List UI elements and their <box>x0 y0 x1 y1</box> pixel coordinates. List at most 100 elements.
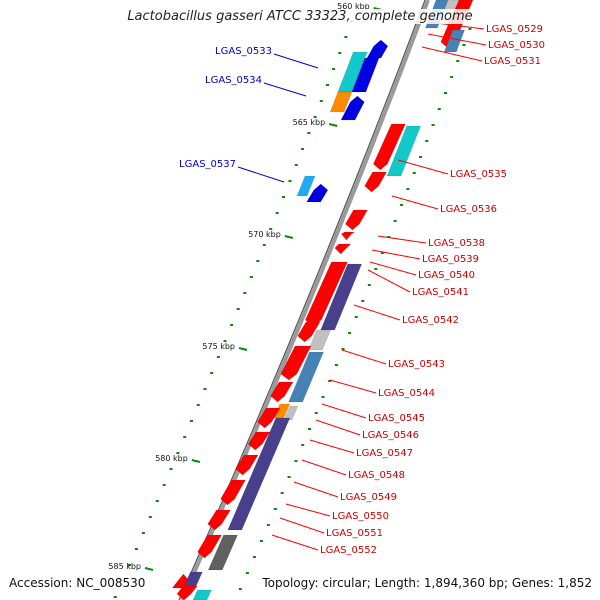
gc-dot <box>341 348 345 350</box>
gene-label: LGAS_0529 <box>486 24 543 35</box>
gc-dot <box>344 36 348 38</box>
tick-mark <box>328 123 338 127</box>
gc-dot <box>354 316 358 318</box>
gc-dot <box>162 484 166 486</box>
gc-dot <box>190 420 193 422</box>
gene-label: LGAS_0542 <box>402 315 459 326</box>
topology-text: Topology: circular; Length: 1,894,360 bp… <box>262 576 592 590</box>
gc-dot <box>307 132 311 134</box>
gc-dot <box>374 268 378 270</box>
gene-feature <box>192 589 212 600</box>
gene-labels-layer: LGAS_0529 LGAS_0530 LGAS_0531 LGAS_0535 LGAS… <box>179 21 545 556</box>
gc-dot <box>301 148 305 150</box>
gc-dot <box>348 332 352 334</box>
gc-dot <box>462 44 466 46</box>
gc-dot <box>210 372 214 374</box>
gc-dot <box>308 428 311 430</box>
gene-feature <box>366 39 389 59</box>
gc-dot <box>203 388 207 390</box>
gc-dot <box>419 156 423 158</box>
gc-dot <box>325 84 329 86</box>
gene-feature <box>283 405 299 421</box>
gc-dot <box>230 324 234 326</box>
gc-dot <box>294 164 298 166</box>
gene-feature <box>386 125 422 177</box>
gene-label: LGAS_0551 <box>326 528 383 539</box>
leader-line <box>391 195 439 210</box>
leader-line <box>421 46 483 62</box>
gc-dot <box>313 116 317 118</box>
gene-label: LGAS_0534 <box>205 75 262 86</box>
leader-line <box>315 419 361 436</box>
gene-feature <box>247 431 271 451</box>
gc-dot <box>412 172 416 174</box>
gc-dot <box>148 516 152 518</box>
gene-label: LGAS_0547 <box>356 448 413 459</box>
leader-line <box>301 459 347 476</box>
gene-feature <box>351 57 380 93</box>
leader-line <box>341 349 387 365</box>
gc-dot <box>437 108 441 110</box>
gc-dot <box>169 468 173 470</box>
gc-dot <box>252 556 256 558</box>
gc-dot <box>314 412 318 414</box>
gene-label: LGAS_0541 <box>412 287 469 298</box>
gene-feature <box>288 351 324 403</box>
tick-label: 565 kbp <box>293 118 326 127</box>
gc-dot <box>262 244 266 246</box>
gene-feature <box>207 534 238 571</box>
tick-label: 580 kbp <box>155 454 188 463</box>
gene-feature <box>227 417 291 531</box>
leader-line <box>367 269 411 293</box>
gene-label: LGAS_0548 <box>348 470 405 481</box>
gc-dot <box>361 300 365 302</box>
gc-dot <box>113 596 117 598</box>
gene-feature <box>296 175 316 197</box>
gc-dot <box>236 308 240 310</box>
gc-dot <box>243 292 247 294</box>
gene-feature <box>373 123 406 171</box>
leader-line <box>353 304 401 321</box>
gene-label: LGAS_0538 <box>428 238 485 249</box>
leader-line <box>293 481 339 498</box>
leader-line <box>285 503 331 517</box>
gene-features-layer <box>171 0 474 600</box>
gc-dot <box>468 28 472 30</box>
leader-line <box>321 403 367 419</box>
gene-feature <box>176 585 198 600</box>
gc-dot <box>287 476 291 478</box>
gc-dot <box>431 124 435 126</box>
gc-dot <box>249 276 253 278</box>
leader-line <box>371 249 421 260</box>
gene-feature <box>207 509 231 531</box>
gc-dot <box>332 68 336 70</box>
gc-dot <box>319 100 323 102</box>
gc-dot <box>183 436 187 438</box>
gc-dot <box>245 572 249 574</box>
gene-label: LGAS_0544 <box>378 388 435 399</box>
gene-feature <box>306 183 329 203</box>
gene-label: LGAS_0531 <box>484 56 541 67</box>
gene-feature <box>270 381 294 403</box>
gc-dot <box>238 588 242 590</box>
gc-dot <box>294 460 298 462</box>
gc-dot <box>338 52 342 54</box>
gc-dot <box>275 212 279 214</box>
gene-feature <box>345 209 368 231</box>
gc-dots-layer <box>113 20 472 598</box>
leader-line <box>273 53 319 69</box>
gc-dot <box>443 92 447 94</box>
gc-dot <box>400 204 404 206</box>
tick-mark <box>238 347 248 351</box>
gene-label: LGAS_0530 <box>488 40 545 51</box>
leader-line <box>263 82 307 97</box>
gc-dot <box>266 524 270 526</box>
gene-feature <box>364 171 387 193</box>
leader-line <box>309 439 355 454</box>
leader-line <box>329 379 377 394</box>
gc-dot <box>196 404 200 406</box>
tick-mark <box>191 459 201 463</box>
gc-dot <box>273 508 277 510</box>
